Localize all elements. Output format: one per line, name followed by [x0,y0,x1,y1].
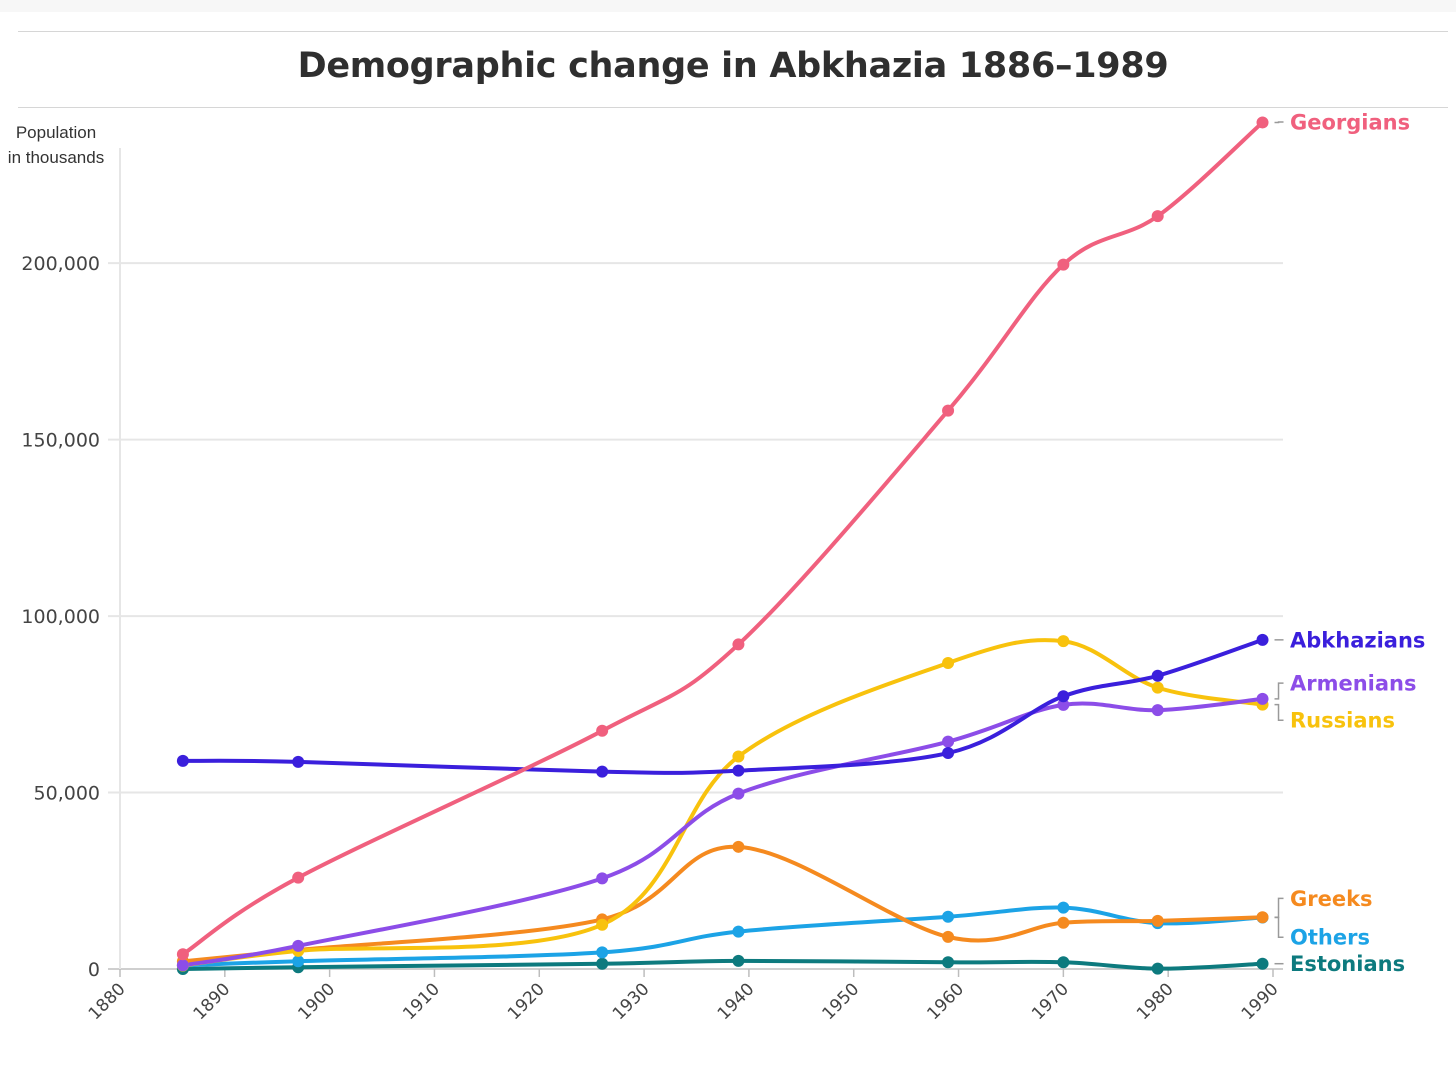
series-label-estonians: Estonians [1290,952,1405,976]
data-point-greeks [942,930,955,943]
data-point-russians [596,918,609,931]
label-connector [1274,703,1284,721]
y-axis-label-line-2: in thousands [7,148,105,167]
x-tick-label: 1990 [1238,979,1283,1024]
label-connector [1274,916,1284,938]
data-point-russians [1151,681,1164,694]
series-line-russians [180,638,1265,968]
data-point-estonians [942,956,955,969]
series-label-georgians: Georgians [1290,111,1410,135]
y-axis-label: Population in thousands [0,120,112,170]
x-tick-label: 1900 [294,979,339,1024]
series-label-greeks: Greeks [1290,887,1373,911]
x-tick-label: 1910 [399,979,444,1024]
data-point-others [732,925,745,938]
x-tick-label: 1890 [190,979,235,1024]
top-divider [18,31,1448,32]
gridlines [108,148,1283,977]
y-tick-labels: 0 50,000 100,000 150,000 200,000 [21,253,100,981]
data-point-abkhazians [942,747,955,760]
data-point-others [596,946,609,959]
label-connector [1274,897,1284,918]
data-point-armenians [292,939,305,952]
series-line-armenians [180,696,1265,968]
data-point-georgians [1057,258,1070,271]
series-line-estonians [180,958,1265,971]
x-tick-label: 1970 [1028,979,1073,1024]
data-point-estonians [596,957,609,970]
data-point-georgians [1256,116,1269,129]
x-tick-label: 1980 [1133,979,1178,1024]
data-point-estonians [1057,956,1070,969]
data-point-armenians [1256,692,1269,705]
series-points [176,116,1269,975]
data-point-armenians [1057,698,1070,711]
data-point-georgians [732,638,745,651]
data-point-greeks [732,840,745,853]
data-point-greeks [1057,916,1070,929]
x-tick-label: 1960 [923,979,968,1024]
data-point-russians [1057,635,1070,648]
x-tick-label: 1880 [85,979,130,1024]
x-tick-label: 1940 [714,979,759,1024]
data-point-abkhazians [176,754,189,767]
y-tick-label: 100,000 [21,606,100,628]
data-point-georgians [292,871,305,884]
series-label-abkhazians: Abkhazians [1290,628,1425,652]
x-tick-label: 1930 [609,979,654,1024]
data-point-abkhazians [596,765,609,778]
series-line-greeks [180,844,1265,964]
data-point-abkhazians [292,755,305,768]
series-label-russians: Russians [1290,709,1395,733]
data-point-russians [732,750,745,763]
y-tick-label: 50,000 [34,783,100,805]
data-point-abkhazians [1151,669,1164,682]
top-bar [0,0,1456,12]
y-tick-label: 150,000 [21,430,100,452]
data-point-abkhazians [732,764,745,777]
data-point-georgians [1151,210,1164,223]
x-tick-label: 1920 [504,979,549,1024]
data-point-armenians [596,872,609,885]
series-labels: Georgians Abkhazians Armenians Russians Gree… [1274,111,1425,976]
data-point-others [942,910,955,923]
y-axis-label-line-1: Population [15,123,97,142]
series-line-georgians [180,120,1265,957]
x-tick-labels: 1880 1890 1900 1910 1920 1930 1940 1950 1960 1970… [85,979,1283,1024]
data-point-abkhazians [1256,633,1269,646]
series-label-others: Others [1290,926,1370,950]
series-lines [180,120,1265,971]
data-point-greeks [1256,911,1269,924]
data-point-armenians [1151,704,1164,717]
data-point-armenians [942,735,955,748]
data-point-others [292,955,305,968]
chart-title: Demographic change in Abkhazia 1886–1989 [297,46,1169,86]
data-point-georgians [596,724,609,737]
title-divider [18,107,1448,108]
data-point-greeks [1151,914,1164,927]
data-point-russians [942,656,955,669]
data-point-armenians [176,959,189,972]
x-tick-label: 1950 [819,979,864,1024]
data-point-estonians [1151,962,1164,975]
y-tick-label: 0 [88,959,100,981]
data-point-others [1057,901,1070,914]
data-point-georgians [942,404,955,417]
data-point-abkhazians [1057,690,1070,703]
data-point-estonians [1256,957,1269,970]
label-connector [1274,682,1284,700]
data-point-georgians [176,948,189,961]
series-line-abkhazians [180,637,1265,775]
data-point-armenians [732,787,745,800]
data-point-estonians [732,954,745,967]
y-tick-label: 200,000 [21,253,100,275]
series-label-armenians: Armenians [1290,672,1417,696]
